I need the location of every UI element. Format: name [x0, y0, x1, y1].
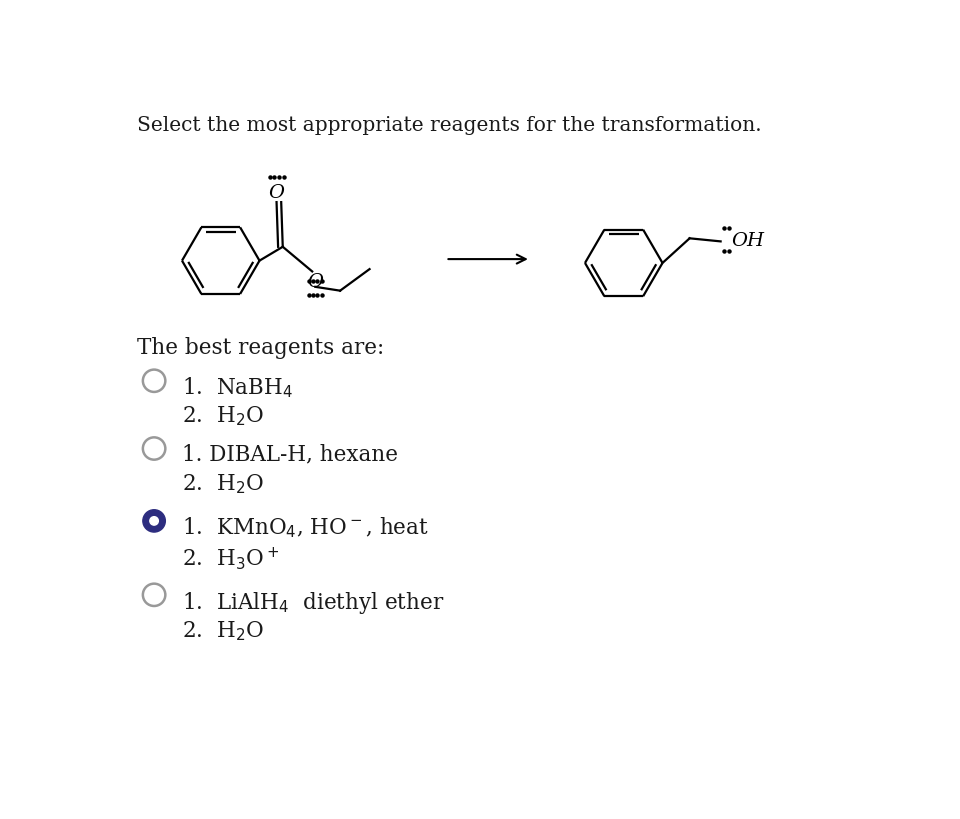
Text: 1.  KMnO$_4$, HO$^-$, heat: 1. KMnO$_4$, HO$^-$, heat: [182, 515, 429, 540]
Text: 2.  H$_2$O: 2. H$_2$O: [182, 405, 264, 428]
Text: 2.  H$_3$O$^+$: 2. H$_3$O$^+$: [182, 545, 279, 571]
Text: 1. DIBAL-H, hexane: 1. DIBAL-H, hexane: [182, 443, 398, 465]
Text: O: O: [307, 273, 324, 291]
Circle shape: [143, 510, 165, 532]
Text: O: O: [269, 184, 284, 201]
Text: 2.  H$_2$O: 2. H$_2$O: [182, 472, 264, 495]
Text: The best reagents are:: The best reagents are:: [137, 337, 384, 359]
Text: 2.  H$_2$O: 2. H$_2$O: [182, 618, 264, 642]
Text: 1.  NaBH$_4$: 1. NaBH$_4$: [182, 375, 293, 400]
Circle shape: [143, 584, 165, 606]
Text: Select the most appropriate reagents for the transformation.: Select the most appropriate reagents for…: [137, 116, 761, 135]
Circle shape: [143, 438, 165, 460]
Circle shape: [150, 517, 158, 526]
Text: 1.  LiAlH$_4$  diethyl ether: 1. LiAlH$_4$ diethyl ether: [182, 589, 444, 615]
Text: OH: OH: [732, 232, 764, 250]
Circle shape: [143, 370, 165, 392]
